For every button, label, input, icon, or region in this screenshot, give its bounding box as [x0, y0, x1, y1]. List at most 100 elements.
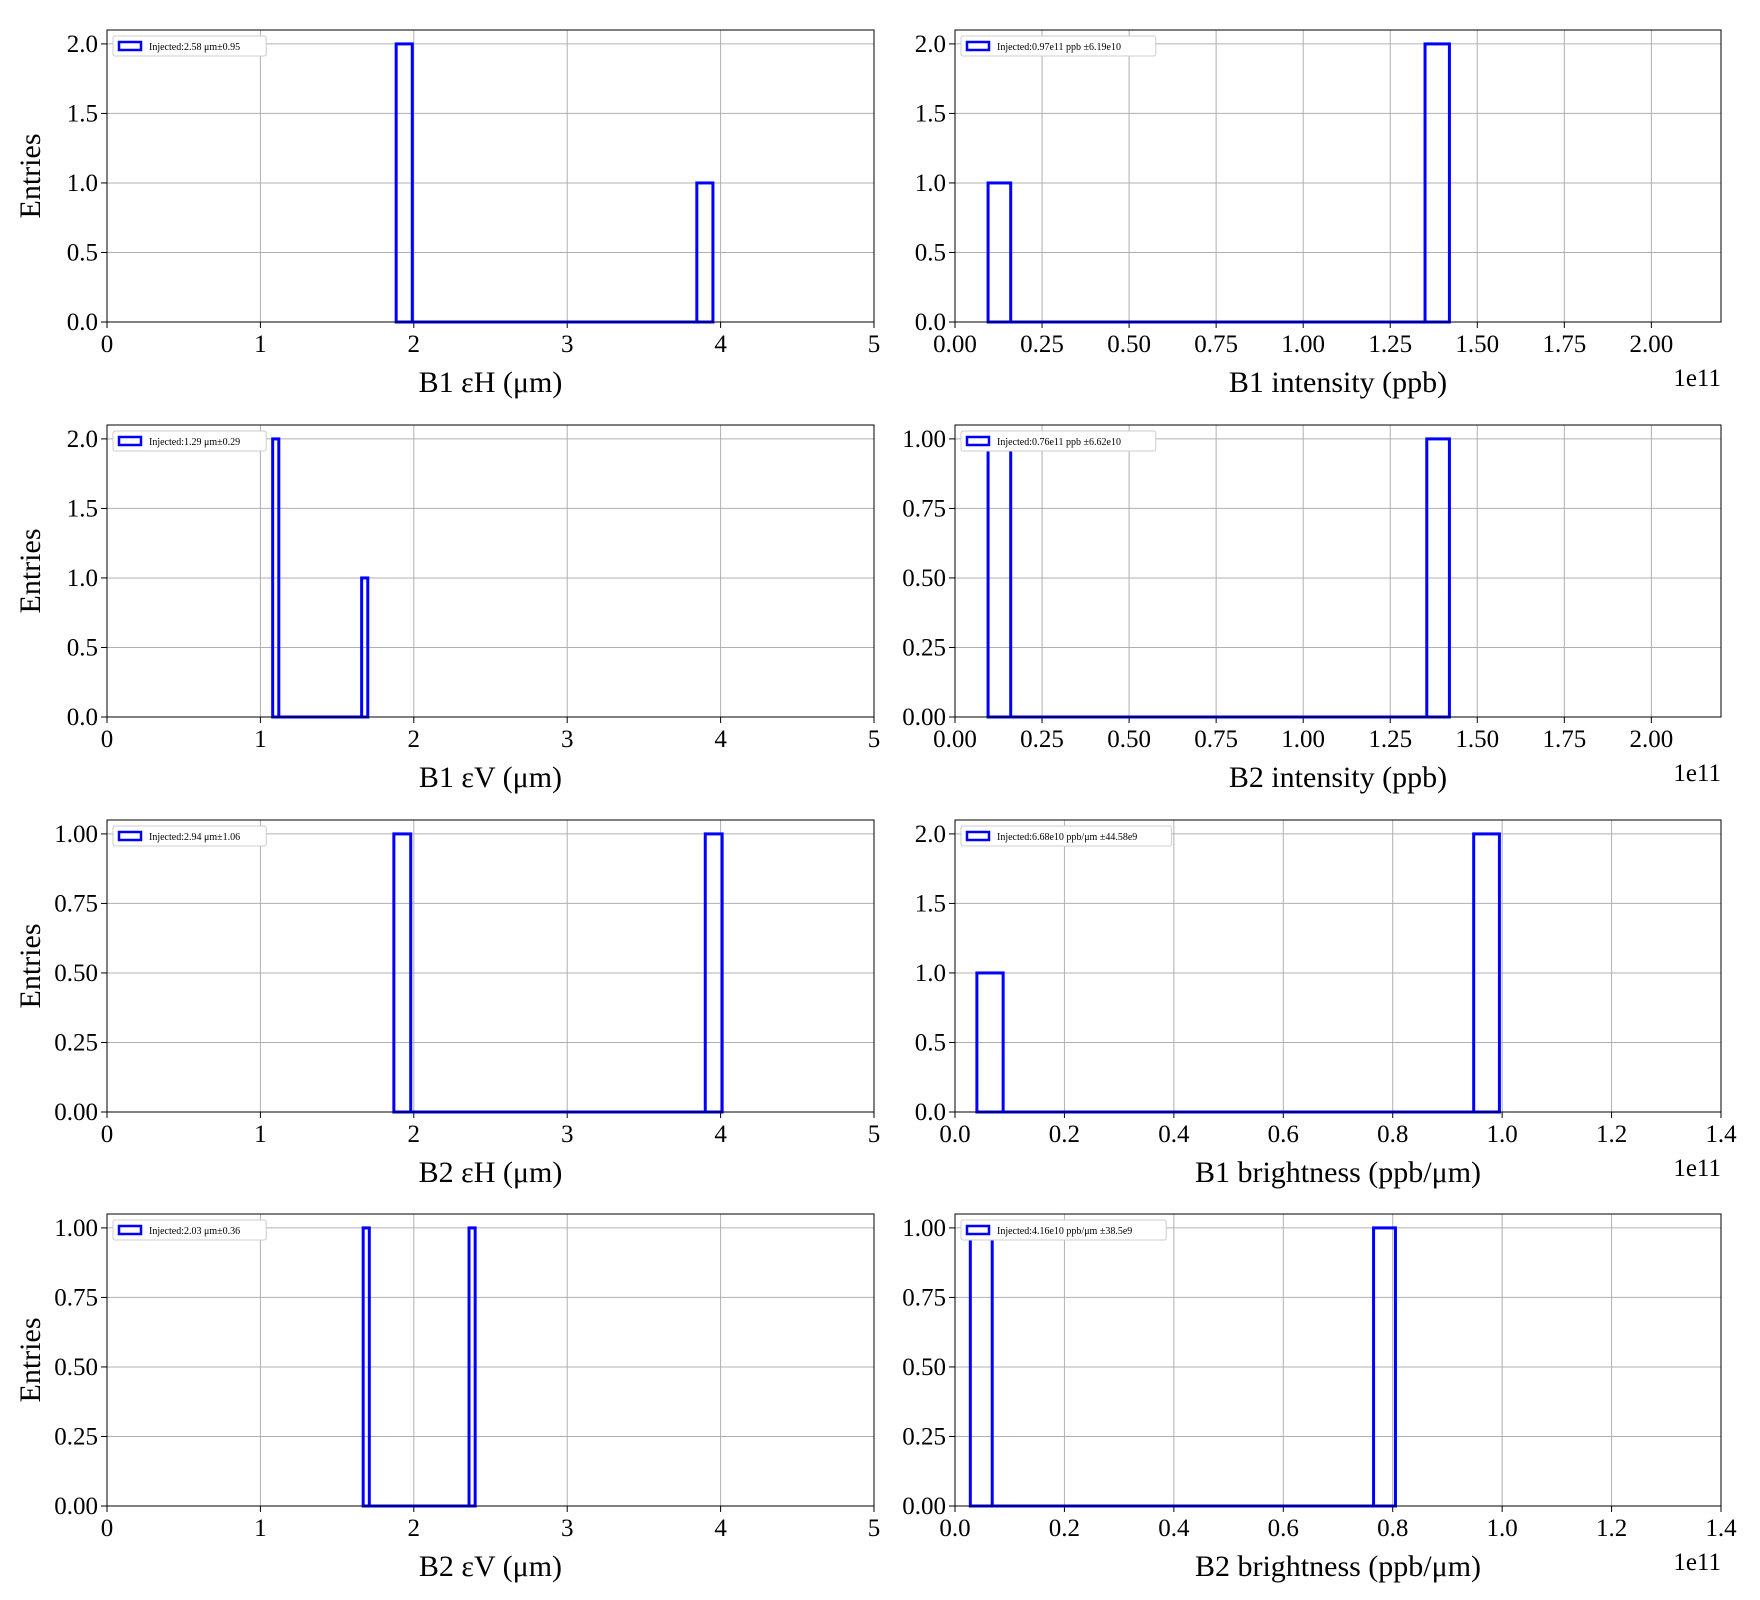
plot-frame [954, 29, 1722, 323]
x-axis-label: B1 brightness (ppb/μm) [1195, 1156, 1481, 1189]
legend-box [960, 430, 1157, 452]
x-tick-label: 2 [408, 1121, 421, 1148]
x-tick-label: 4 [714, 1121, 727, 1148]
x-tick-label: 1.0 [1487, 1515, 1518, 1542]
y-tick-label: 0.50 [902, 1354, 946, 1381]
x-tick-label: 1.4 [1705, 1121, 1737, 1148]
y-tick-label: 0.75 [902, 1284, 946, 1311]
y-tick-label: 2.0 [915, 821, 946, 848]
y-tick-label: 0.5 [915, 1029, 946, 1056]
legend-label: Injected:6.68e10 ppb/μm ±44.58e9 [997, 832, 1137, 843]
y-tick-label: 1.00 [54, 1215, 98, 1242]
x-tick-label: 1.2 [1596, 1121, 1627, 1148]
y-tick-label: 0.00 [54, 1099, 98, 1126]
x-tick-label: 5 [868, 1121, 881, 1148]
plot-frame [954, 819, 1722, 1113]
x-tick-label: 2.00 [1629, 331, 1673, 358]
y-tick-label: 1.5 [67, 100, 98, 127]
y-tick-label: 0.25 [54, 1423, 98, 1450]
y-tick-label: 1.00 [902, 426, 946, 453]
y-tick-label: 0.5 [67, 634, 98, 661]
legend-label: Injected:1.29 μm±0.29 [149, 437, 240, 448]
legend-label: Injected:2.94 μm±1.06 [149, 832, 240, 843]
y-axis-label: Entries [14, 134, 47, 219]
x-tick-label: 1.00 [1281, 726, 1325, 753]
y-tick-label: 0.50 [54, 960, 98, 987]
x-tick-label: 0.00 [933, 726, 977, 753]
offset-text: 1e11 [1673, 365, 1721, 392]
x-tick-label: 0.0 [939, 1515, 970, 1542]
y-tick-label: 0.25 [54, 1029, 98, 1056]
legend-box [960, 35, 1157, 57]
y-axis-label: Entries [14, 1318, 47, 1403]
legend-swatch [965, 435, 991, 447]
y-tick-label: 0.00 [902, 704, 946, 731]
legend-label: Injected:0.76e11 ppb ±6.62e10 [997, 437, 1121, 448]
x-axis-label: B1 εH (μm) [419, 366, 563, 399]
x-tick-label: 4 [714, 331, 727, 358]
y-tick-label: 0.75 [54, 890, 98, 917]
y-tick-label: 2.0 [67, 31, 98, 58]
y-tick-label: 0.0 [67, 309, 98, 336]
x-tick-label: 0.2 [1049, 1121, 1080, 1148]
legend-box [112, 430, 267, 452]
x-tick-label: 1.4 [1705, 1515, 1737, 1542]
x-tick-label: 0.25 [1020, 726, 1064, 753]
x-tick-label: 0.50 [1107, 726, 1151, 753]
x-tick-label: 0.75 [1194, 726, 1238, 753]
x-tick-label: 1.00 [1281, 331, 1325, 358]
x-tick-label: 1.25 [1368, 726, 1412, 753]
legend-swatch [965, 1224, 991, 1236]
x-tick-label: 5 [868, 726, 881, 753]
legend-label: Injected:4.16e10 ppb/μm ±38.5e9 [997, 1226, 1132, 1237]
y-tick-label: 0.50 [902, 565, 946, 592]
y-tick-label: 0.0 [915, 309, 946, 336]
x-tick-label: 3 [561, 1515, 574, 1542]
legend-box [960, 1219, 1167, 1241]
x-tick-label: 2 [408, 1515, 421, 1542]
x-axis-label: B2 εV (μm) [419, 1550, 562, 1583]
offset-text: 1e11 [1673, 760, 1721, 787]
x-tick-label: 2 [408, 726, 421, 753]
y-tick-label: 0.00 [54, 1493, 98, 1520]
x-axis-label: B2 εH (μm) [419, 1156, 563, 1189]
y-tick-label: 2.0 [915, 31, 946, 58]
x-tick-label: 1.50 [1455, 726, 1499, 753]
x-tick-label: 0.75 [1194, 331, 1238, 358]
y-axis-label: Entries [14, 924, 47, 1009]
y-tick-label: 1.00 [54, 821, 98, 848]
x-axis-label: B1 intensity (ppb) [1229, 366, 1447, 399]
x-tick-label: 4 [714, 726, 727, 753]
x-tick-label: 0.4 [1158, 1121, 1190, 1148]
y-tick-label: 1.0 [67, 170, 98, 197]
y-tick-label: 1.0 [915, 170, 946, 197]
x-tick-label: 0.50 [1107, 331, 1151, 358]
legend-box [112, 825, 267, 847]
y-tick-label: 0.25 [902, 634, 946, 661]
x-tick-label: 0 [101, 1515, 114, 1542]
legend-label: Injected:2.58 μm±0.95 [149, 42, 240, 53]
y-tick-label: 0.25 [902, 1423, 946, 1450]
x-tick-label: 0.4 [1158, 1515, 1190, 1542]
x-tick-label: 0.2 [1049, 1515, 1080, 1542]
y-tick-label: 0.5 [67, 239, 98, 266]
x-tick-label: 1 [254, 1515, 267, 1542]
offset-text: 1e11 [1673, 1549, 1721, 1576]
legend-swatch [117, 1224, 143, 1236]
x-tick-label: 0.8 [1377, 1515, 1408, 1542]
plot-frame [106, 819, 875, 1113]
y-tick-label: 0.5 [915, 239, 946, 266]
offset-text: 1e11 [1673, 1155, 1721, 1182]
x-tick-label: 1.0 [1487, 1121, 1518, 1148]
x-tick-label: 3 [561, 726, 574, 753]
x-tick-label: 0.6 [1268, 1121, 1299, 1148]
x-tick-label: 2.00 [1629, 726, 1673, 753]
x-axis-label: B1 εV (μm) [419, 761, 562, 794]
y-tick-label: 0.00 [902, 1493, 946, 1520]
x-tick-label: 1.2 [1596, 1515, 1627, 1542]
x-tick-label: 5 [868, 1515, 881, 1542]
x-tick-label: 0 [101, 726, 114, 753]
legend-label: Injected:2.03 μm±0.36 [149, 1226, 240, 1237]
x-tick-label: 1.75 [1542, 726, 1586, 753]
